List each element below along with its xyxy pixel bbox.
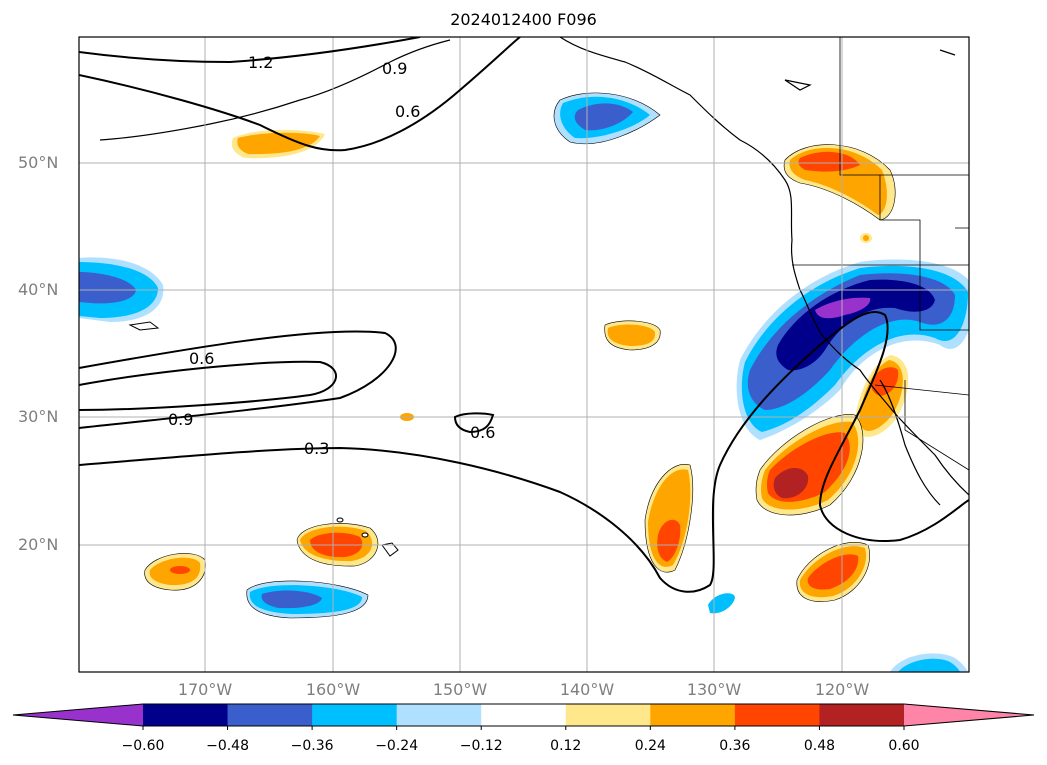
- colorbar-segment: [312, 704, 398, 726]
- colorbar-tick-label: −0.24: [375, 738, 419, 754]
- colorbar-segment: [227, 704, 313, 726]
- lon-label: 160°W: [305, 680, 361, 699]
- map-title: 2024012400 F096: [450, 10, 597, 29]
- lon-label: 120°W: [814, 680, 870, 699]
- colorbar-segment: [650, 704, 736, 726]
- lat-label: 50°N: [18, 153, 59, 172]
- colorbar: [12, 703, 1035, 730]
- hawaiian-islands: [128, 321, 399, 557]
- colorbar-tick-label: 0.36: [719, 738, 751, 754]
- lon-label: 130°W: [686, 680, 742, 699]
- contour-label: 0.6: [470, 423, 495, 442]
- lon-label: 150°W: [432, 680, 488, 699]
- contour-label: 0.9: [168, 410, 193, 429]
- lat-label: 20°N: [18, 535, 59, 554]
- colorbar-segment: [734, 704, 820, 726]
- colorbar-segment: [143, 704, 229, 726]
- colorbar-tick-label: 0.60: [888, 738, 920, 754]
- colorbar-extend-low: [13, 704, 143, 726]
- contour-label: 1.2: [248, 53, 273, 72]
- colorbar-segment: [481, 704, 567, 726]
- contour-label: 0.6: [189, 349, 214, 368]
- colorbar-segment: [565, 704, 651, 726]
- map-panel: 1.2 0.9 0.6 0.6 0.9 0.3 0.6: [79, 37, 969, 672]
- contour-label-group: 1.2 0.9 0.6 0.6 0.9 0.3 0.6: [168, 53, 495, 458]
- lon-label: 140°W: [559, 680, 615, 699]
- shading-outlines: [144, 92, 896, 619]
- contour-label: 0.6: [395, 102, 420, 121]
- colorbar-tick-label: 0.48: [803, 738, 836, 754]
- colorbar-tick-label: −0.12: [459, 738, 503, 754]
- contour-label: 0.3: [304, 439, 329, 458]
- contour-lines: [79, 37, 969, 593]
- colorbar-extend-high: [904, 704, 1034, 726]
- colorbar-tick-label: 0.12: [550, 738, 582, 754]
- lat-label: 40°N: [18, 280, 59, 299]
- coastlines: [99, 37, 969, 506]
- colorbar-tick-label: −0.48: [206, 738, 249, 754]
- colorbar-tick-label: −0.36: [290, 738, 334, 754]
- lat-label: 30°N: [18, 407, 59, 426]
- colorbar-tick-label: 0.24: [634, 738, 666, 754]
- map-frame: [78, 36, 970, 673]
- lon-label: 170°W: [177, 680, 233, 699]
- contour-label: 0.9: [382, 59, 407, 78]
- political-borders: [792, 37, 969, 471]
- colorbar-segment: [396, 704, 482, 726]
- colorbar-segment: [819, 704, 905, 726]
- colorbar-tick-label: −0.60: [121, 738, 165, 754]
